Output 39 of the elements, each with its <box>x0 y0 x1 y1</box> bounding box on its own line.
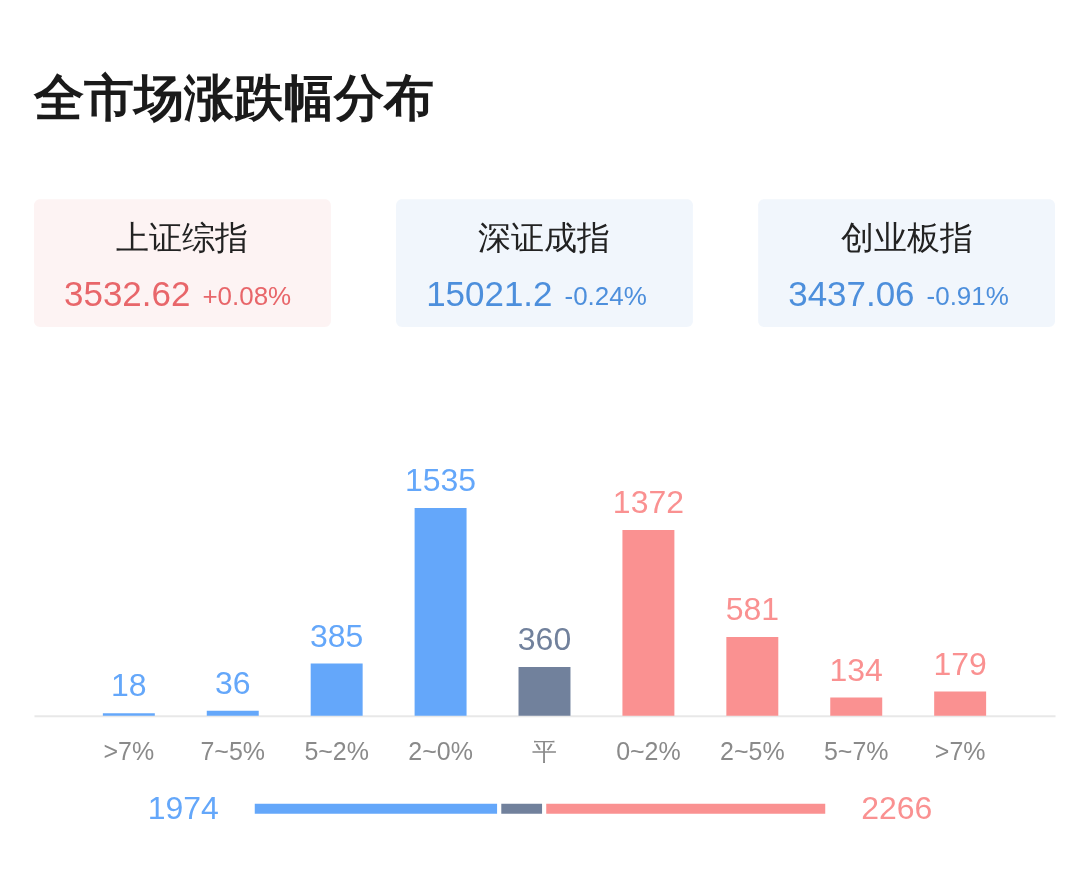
text: +0.08% <box>202 281 292 312</box>
bar <box>206 710 259 716</box>
data-label: 3532.62 <box>64 274 191 314</box>
bar <box>934 691 987 716</box>
x-tick-label: >7% <box>103 737 155 766</box>
data-label: 1535 <box>405 461 477 498</box>
x-tick-label: 2~0% <box>408 737 473 766</box>
x-tick-label: 5~7% <box>823 737 889 766</box>
data-label: 385 <box>310 617 364 654</box>
x-tick-label: 0~2% <box>616 737 681 766</box>
data-label: 1372 <box>612 484 684 521</box>
data-label: 179 <box>933 645 987 682</box>
category-label: 深证成指 <box>478 218 611 258</box>
data-label: 1974 <box>147 789 219 826</box>
x-tick-label: 7~5% <box>200 737 266 766</box>
data-label: 134 <box>829 651 883 688</box>
data-label: 15021.2 <box>426 274 553 314</box>
data-label: 18 <box>111 667 147 704</box>
category-label: 上证综指 <box>116 218 249 258</box>
bar <box>310 663 363 716</box>
data-label: 360 <box>517 621 572 658</box>
x-tick-label: 平 <box>532 737 557 766</box>
bar <box>830 697 883 716</box>
bar <box>102 713 155 716</box>
text: -0.91% <box>926 281 1009 312</box>
data-label: 2266 <box>861 789 933 826</box>
text: -0.24% <box>564 281 647 312</box>
x-tick-label: 2~5% <box>720 737 785 766</box>
bar <box>726 637 779 716</box>
data-label: 36 <box>214 664 251 701</box>
category-label: 创业板指 <box>840 218 973 258</box>
bar <box>414 507 467 716</box>
data-label: 3437.06 <box>788 274 915 314</box>
bar <box>518 667 571 716</box>
data-label: 581 <box>725 591 779 628</box>
bar <box>622 530 675 716</box>
x-tick-label: 5~2% <box>304 737 369 766</box>
x-tick-label: >7% <box>934 737 986 766</box>
text: 全市场涨跌幅分布 <box>32 69 434 128</box>
